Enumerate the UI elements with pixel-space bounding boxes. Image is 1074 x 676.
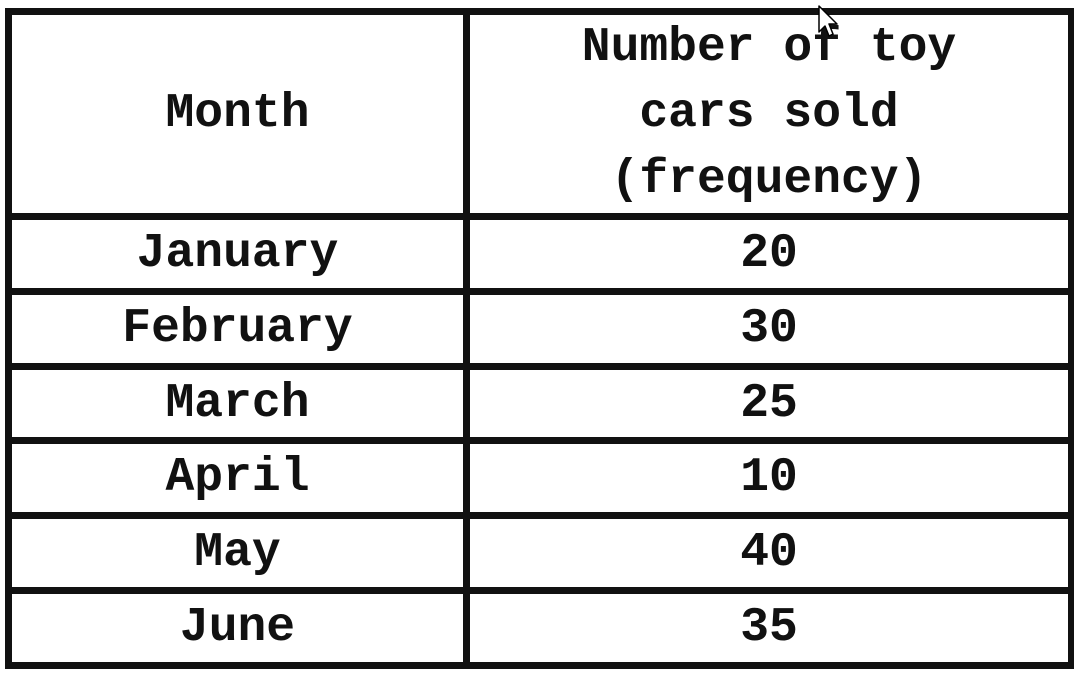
month-cell: April: [5, 437, 470, 520]
table-row: January 20: [5, 213, 1074, 295]
frequency-column-header: Number of toy cars sold (frequency): [463, 8, 1074, 220]
table-row: February 30: [5, 287, 1074, 370]
frequency-table-container: Month Number of toy cars sold (frequency…: [5, 8, 1074, 669]
frequency-cell: 25: [463, 362, 1074, 445]
month-column-header: Month: [5, 8, 470, 220]
month-cell: June: [5, 587, 470, 669]
table-row: March 25: [5, 362, 1074, 445]
month-cell: February: [5, 287, 470, 370]
table-row: May 40: [5, 512, 1074, 595]
frequency-cell: 10: [463, 437, 1074, 520]
frequency-column-header-text: Number of toy cars sold (frequency): [581, 21, 957, 207]
month-cell: May: [5, 512, 470, 595]
table-row: June 35: [5, 587, 1074, 669]
mouse-pointer-icon: [818, 5, 838, 37]
month-cell: March: [5, 362, 470, 445]
frequency-table: Month Number of toy cars sold (frequency…: [5, 8, 1074, 669]
frequency-cell: 40: [463, 512, 1074, 595]
table-header-row: Month Number of toy cars sold (frequency…: [5, 8, 1074, 220]
frequency-cell: 35: [463, 587, 1074, 669]
table-row: April 10: [5, 437, 1074, 520]
frequency-cell: 20: [463, 213, 1074, 295]
frequency-cell: 30: [463, 287, 1074, 370]
month-cell: January: [5, 213, 470, 295]
